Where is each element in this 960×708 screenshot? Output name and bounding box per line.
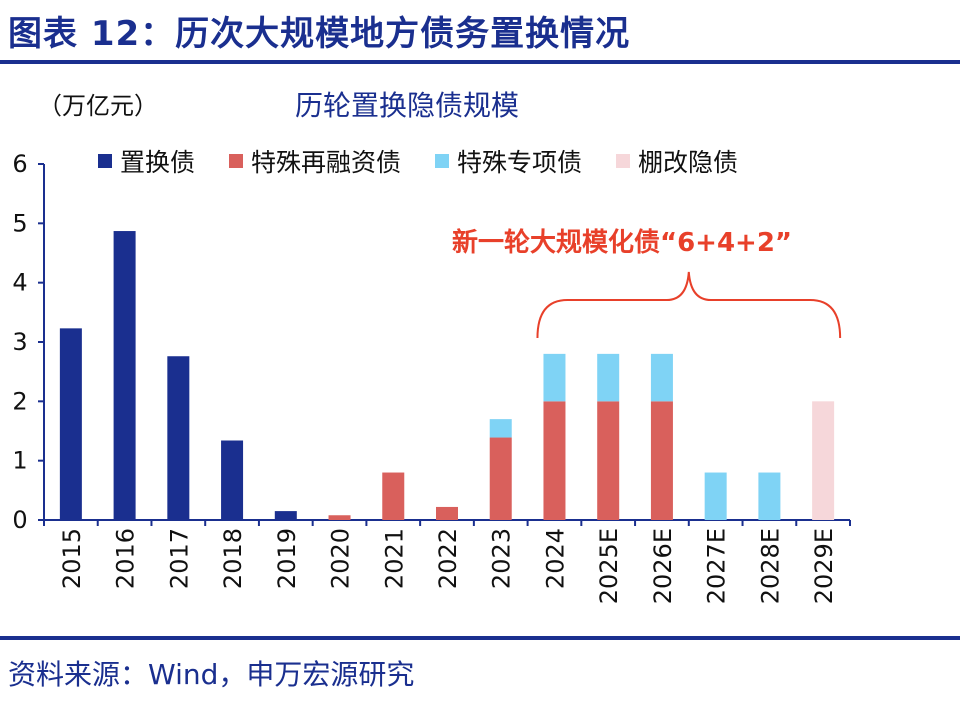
y-tick-label: 3 — [12, 328, 27, 356]
bar-segment — [704, 472, 727, 520]
legend-item-replacement-bond: 置换债 — [98, 143, 195, 179]
legend-item-special-refinancing-bond: 特殊再融资债 — [229, 143, 401, 179]
x-tick-label: 2015 — [58, 528, 86, 589]
y-tick-label: 4 — [12, 269, 27, 297]
bar-segment — [328, 515, 351, 520]
bar-segment — [758, 472, 781, 520]
x-tick-label: 2019 — [273, 528, 301, 589]
bar-segment — [650, 401, 673, 520]
x-tick-label: 2025E — [595, 528, 623, 604]
bar-segment — [543, 353, 566, 402]
chart-title: 历轮置换隐债规模 — [295, 89, 520, 122]
y-tick-label: 1 — [12, 447, 27, 475]
legend-label: 棚改隐债 — [638, 148, 739, 177]
bar-segment — [489, 437, 512, 520]
bottom-rule — [0, 636, 960, 640]
x-tick-label: 2027E — [703, 528, 731, 604]
bar-segment — [382, 472, 405, 520]
x-tick-label: 2017 — [165, 528, 193, 589]
y-tick-label: 2 — [12, 387, 27, 415]
annotation-brace — [536, 271, 842, 339]
legend-label: 置换债 — [120, 148, 196, 177]
bar-segment — [543, 401, 566, 520]
legend-item-shantytown-debt: 棚改隐债 — [616, 143, 738, 179]
legend-item-special-purpose-bond: 特殊专项债 — [435, 143, 582, 179]
legend-swatch — [98, 154, 112, 168]
bar-segment — [221, 440, 244, 520]
x-tick-label: 2026E — [649, 528, 677, 604]
x-tick-label: 2023 — [488, 528, 516, 589]
y-axis-unit: （万亿元） — [38, 92, 158, 120]
bar-segment — [597, 353, 620, 402]
bar-segment — [436, 506, 458, 520]
figure-title: 图表 12：历次大规模地方债务置换情况 — [8, 14, 631, 54]
bar-segment — [597, 401, 620, 520]
annotation-label: 新一轮大规模化债“6+4+2” — [452, 228, 793, 258]
legend-swatch — [616, 154, 631, 168]
bar-segment — [489, 419, 512, 438]
bar-segment — [167, 356, 190, 520]
legend-label: 特殊专项债 — [457, 148, 583, 177]
legend-swatch — [435, 154, 450, 168]
y-tick-label: 5 — [12, 209, 27, 237]
bar-segment — [650, 353, 673, 402]
x-tick-label: 2021 — [380, 528, 408, 589]
legend: 置换债 特殊再融资债 特殊专项债 棚改隐债 — [98, 143, 738, 179]
bar-segment — [812, 401, 835, 520]
x-tick-label: 2028E — [756, 528, 784, 604]
legend-swatch — [229, 154, 244, 168]
bar-segment — [274, 511, 297, 520]
bar-segment — [113, 231, 136, 520]
y-tick-label: 6 — [12, 150, 27, 178]
x-tick-label: 2020 — [327, 528, 355, 589]
bar-segment — [59, 328, 82, 520]
x-tick-label: 2029E — [810, 528, 838, 604]
x-tick-label: 2024 — [541, 528, 569, 589]
legend-label: 特殊再融资债 — [251, 148, 402, 177]
top-rule — [0, 60, 960, 64]
source-note: 资料来源：Wind，申万宏源研究 — [8, 658, 415, 691]
x-tick-label: 2022 — [434, 528, 462, 589]
y-tick-label: 0 — [12, 506, 27, 534]
x-tick-label: 2018 — [219, 528, 247, 589]
x-tick-label: 2016 — [112, 528, 140, 589]
